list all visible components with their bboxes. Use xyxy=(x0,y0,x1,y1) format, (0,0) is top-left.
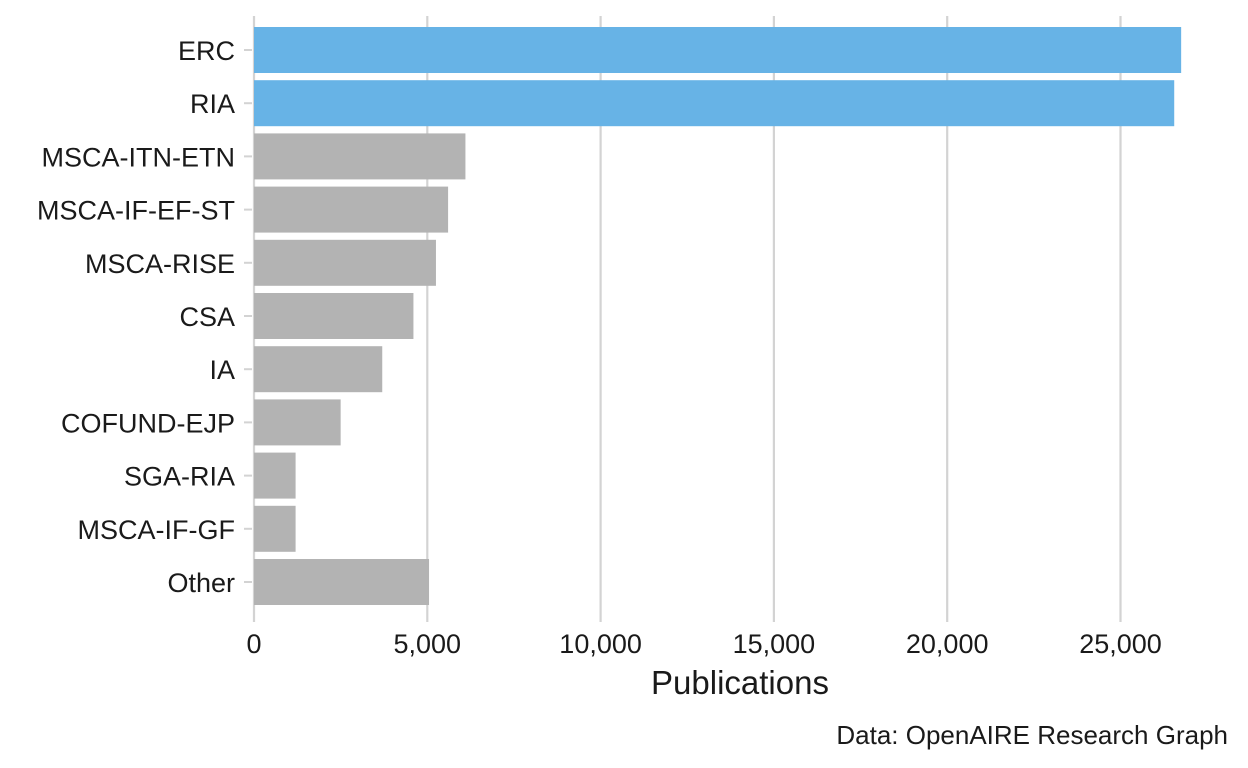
category-label: MSCA-IF-EF-ST xyxy=(37,196,235,226)
bar-msca-itn-etn xyxy=(254,133,466,180)
bar-csa xyxy=(254,293,414,339)
category-label: Other xyxy=(167,568,235,598)
x-axis-title: Publications xyxy=(651,664,829,701)
bar-msca-if-gf xyxy=(254,505,296,552)
x-tick-label: 20,000 xyxy=(906,629,989,659)
x-tick-label: 0 xyxy=(246,629,261,659)
bar-other xyxy=(254,559,430,605)
x-tick-label: 5,000 xyxy=(394,629,462,659)
category-label: CSA xyxy=(179,302,235,332)
bar-ria xyxy=(254,80,1175,127)
category-label: ERC xyxy=(178,36,235,66)
bar-ia xyxy=(254,346,383,393)
bar-erc xyxy=(254,27,1182,73)
category-label: MSCA-ITN-ETN xyxy=(42,142,235,172)
category-label: RIA xyxy=(190,89,235,119)
data-source-caption: Data: OpenAIRE Research Graph xyxy=(836,720,1228,750)
category-label: IA xyxy=(209,355,235,385)
category-labels: ERC RIA MSCA-ITN-ETN MSCA-IF-EF-ST MSCA-RISE… xyxy=(37,36,252,598)
x-tick-label: 10,000 xyxy=(559,629,642,659)
category-label: MSCA-RISE xyxy=(85,249,235,279)
x-tick-label: 25,000 xyxy=(1079,629,1162,659)
category-label: COFUND-EJP xyxy=(61,408,235,438)
category-label: SGA-RIA xyxy=(124,462,235,492)
bar-sga-ria xyxy=(254,452,296,499)
bar-cofund-ejp xyxy=(254,399,341,446)
bar-msca-if-ef-st xyxy=(254,186,449,233)
x-tick-label: 15,000 xyxy=(733,629,816,659)
bar-msca-rise xyxy=(254,239,436,286)
x-tick-labels: 0 5,000 10,000 15,000 20,000 25,000 xyxy=(246,629,1161,659)
bars xyxy=(254,27,1182,605)
category-label: MSCA-IF-GF xyxy=(78,515,235,545)
